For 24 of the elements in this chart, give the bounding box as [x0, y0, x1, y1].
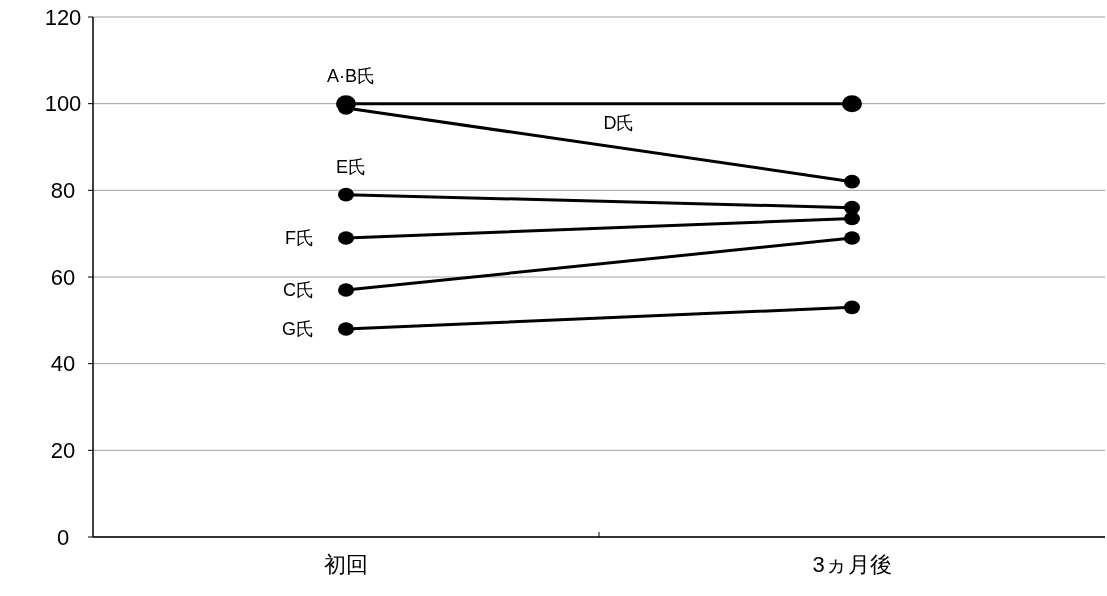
- y-tick-label: 100: [44, 91, 82, 117]
- x-tick-label: 初回: [324, 552, 368, 577]
- point: [338, 283, 354, 297]
- y-tick-label: 60: [50, 264, 76, 290]
- series-label: C氏: [283, 280, 314, 300]
- y-tick-label: 40: [50, 351, 76, 377]
- series-label: D氏: [603, 112, 635, 133]
- point: [338, 231, 354, 245]
- point: [844, 231, 860, 245]
- point: [844, 211, 860, 226]
- series-label: E氏: [335, 156, 367, 177]
- point: [844, 300, 860, 315]
- x-tick-label: 3ヵ月後: [812, 552, 892, 577]
- y-tick-label: 0: [56, 524, 70, 550]
- y-tick-label: 120: [44, 4, 82, 30]
- point: [844, 174, 860, 189]
- point: [338, 187, 354, 202]
- series-label: F氏: [285, 228, 314, 248]
- y-tick-label: 20: [50, 437, 76, 463]
- point: [338, 322, 354, 336]
- series-label: G氏: [281, 319, 314, 339]
- y-tick-label: 80: [50, 177, 76, 203]
- point: [842, 95, 862, 113]
- series-label: A·B氏: [326, 65, 376, 86]
